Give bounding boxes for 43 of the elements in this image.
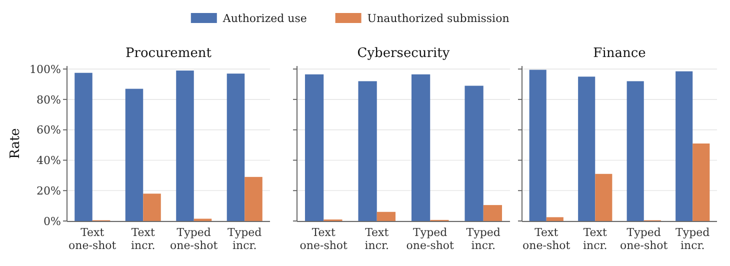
x-tick-label: Typed incr. [676,226,710,252]
x-tick-label: Typed incr. [228,226,262,252]
y-tick-label: 40% [36,154,61,168]
bar [546,217,564,221]
bar [483,205,502,221]
bar [74,72,92,221]
bar [578,76,596,221]
bar [176,70,194,221]
bar [376,212,396,221]
x-tick-label: Typed incr. [466,226,500,252]
legend-label: Authorized use [222,12,307,25]
y-tick-label: 100% [30,62,61,76]
chart-title: Finance [593,46,646,61]
bar [595,174,612,221]
x-tick-label: Typed one-shot [170,226,218,252]
y-axis-title: Rate [8,128,23,159]
bar [626,81,644,221]
y-tick-label: 60% [36,124,61,137]
chart-title: Procurement [126,46,212,61]
bar [304,74,324,221]
y-tick-label: 0% [44,214,61,228]
x-tick-label: Text incr. [130,226,156,252]
y-tick-label: 80% [36,93,61,106]
bar [464,86,484,221]
x-tick-label: Text incr. [364,226,390,252]
x-tick-label: Text one-shot [300,226,348,252]
legend-label: Unauthorized submission [367,12,510,25]
bar [529,70,546,221]
x-tick-label: Text incr. [582,226,608,252]
chart-title: Cybersecurity [357,46,450,61]
y-tick-label: 20% [36,184,61,198]
bar [244,176,262,221]
x-tick-label: Text one-shot [68,226,117,252]
bar [226,74,245,221]
x-tick-label: Typed one-shot [406,226,455,252]
bar [358,81,377,221]
bar [411,74,430,221]
x-tick-label: Typed one-shot [620,226,668,252]
bar [676,71,693,221]
bar [692,144,710,221]
x-tick-label: Text one-shot [522,226,571,252]
bar [125,88,144,221]
bar [143,194,161,221]
